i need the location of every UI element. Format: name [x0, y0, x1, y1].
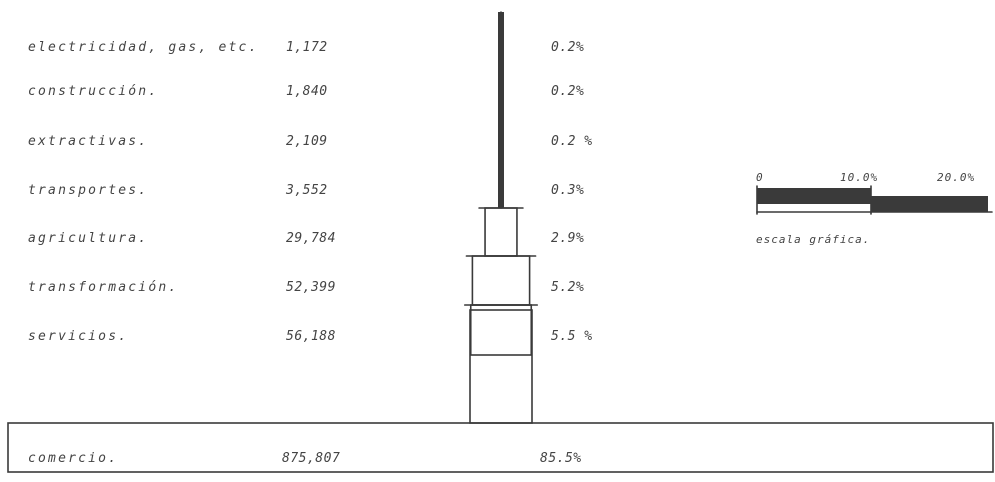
percent-label: 5.5 %	[551, 329, 593, 344]
value-label: 29,784	[286, 231, 336, 246]
value-label-group: 1,172 1,840 2,109 3,552 29,784 52,399 56,188 87…	[282, 40, 340, 466]
value-label: 875,807	[282, 451, 340, 466]
scale-segment-10-20	[871, 196, 988, 212]
bar	[484, 207, 518, 257]
scale-tick-10: 10.0%	[840, 171, 878, 184]
scale-tick-20: 20.0%	[937, 171, 975, 184]
percent-label-group: 0.2% 0.2% 0.2 % 0.3% 2.9% 5.2% 5.5 % 85.5%	[540, 40, 593, 466]
percent-label: 5.2%	[551, 280, 584, 295]
value-label: 3,552	[285, 183, 328, 198]
bar	[469, 309, 533, 424]
category-label: comercio.	[28, 451, 118, 466]
scale-segment-0-10	[757, 188, 871, 204]
percent-label: 0.2 %	[551, 134, 593, 149]
percent-label: 85.5%	[540, 451, 582, 466]
category-label: electricidad, gas, etc.	[28, 40, 259, 55]
bar	[471, 255, 531, 306]
percent-label: 0.2%	[551, 40, 584, 55]
category-label: transportes.	[28, 183, 148, 198]
scale-tick-0: 0	[756, 171, 764, 184]
value-label: 56,188	[286, 329, 336, 344]
category-label: extractivas.	[28, 134, 148, 149]
category-label: agricultura.	[28, 231, 148, 246]
percent-label: 0.3%	[551, 183, 584, 198]
value-label: 2,109	[286, 134, 328, 149]
bar-group	[7, 11, 994, 473]
value-label: 52,399	[286, 280, 336, 295]
percent-label: 0.2%	[551, 84, 584, 99]
category-label: transformación.	[28, 280, 178, 295]
category-label: construcción.	[28, 84, 158, 99]
base-band	[7, 422, 994, 473]
value-label: 1,840	[286, 84, 328, 99]
graphic-scale: 0 10.0% 20.0% escala gráfica.	[756, 171, 993, 246]
category-label-group: electricidad, gas, etc. construcción. extr…	[28, 40, 259, 466]
percent-label: 2.9%	[551, 231, 584, 246]
category-label: servicios.	[28, 329, 128, 344]
scale-caption: escala gráfica.	[756, 233, 870, 246]
value-label: 1,172	[286, 40, 328, 55]
bar	[469, 304, 533, 356]
